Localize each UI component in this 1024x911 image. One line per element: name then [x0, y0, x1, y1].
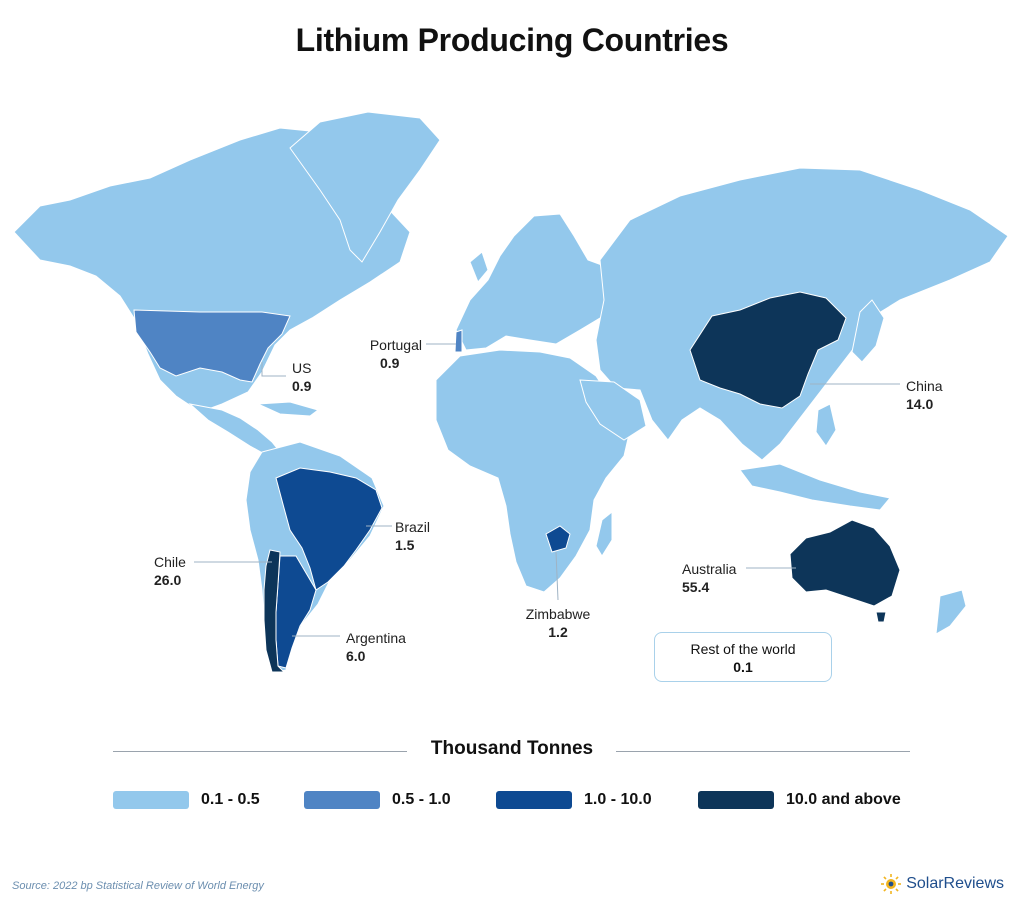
legend-item-1: 0.5 - 1.0 — [304, 790, 451, 810]
landmass-greenland — [289, 111, 441, 263]
country-shape-zimbabwe[interactable] — [545, 525, 571, 553]
label-us-value: 0.9 — [292, 378, 312, 394]
legend-swatch-3 — [698, 791, 774, 809]
landmass-central-america — [188, 403, 281, 457]
label-brazil-value: 1.5 — [395, 537, 415, 553]
label-brazil: Brazil 1.5 — [395, 518, 430, 554]
label-chile-value: 26.0 — [154, 572, 182, 588]
label-argentina-name: Argentina — [346, 630, 406, 646]
landmass-arabia — [579, 379, 647, 441]
legend-item-3: 10.0 and above — [698, 790, 901, 810]
producing-countries — [133, 291, 901, 673]
label-zimbabwe-value: 1.2 — [548, 624, 568, 640]
legend-heading: Thousand Tonnes — [430, 738, 594, 759]
country-shape-chile[interactable] — [263, 549, 286, 673]
label-chile: Chile 26.0 — [154, 553, 186, 589]
label-chile-name: Chile — [154, 554, 186, 570]
callout-line-zimbabwe — [555, 551, 559, 601]
map-title: Lithium Producing Countries — [295, 22, 729, 58]
landmass-africa — [435, 349, 631, 593]
landmass-new-zealand — [935, 589, 967, 635]
legend-swatch-1 — [304, 791, 380, 809]
label-china: China 14.0 — [906, 377, 943, 413]
country-shape-tasmania — [875, 611, 887, 623]
landmass-caribbean — [257, 401, 320, 417]
country-shape-brazil[interactable] — [275, 467, 383, 591]
label-australia-name: Australia — [682, 561, 737, 577]
label-portugal: Portugal 0.9 — [340, 336, 422, 372]
brand-name: SolarReviews — [906, 875, 1004, 892]
brand-logo[interactable]: SolarReviews — [880, 873, 1004, 895]
rest-of-world-box: Rest of the world 0.1 — [654, 632, 832, 682]
label-china-value: 14.0 — [906, 396, 934, 412]
legend-label-3: 10.0 and above — [786, 791, 901, 808]
callout-lines — [194, 343, 900, 637]
label-argentina-value: 6.0 — [346, 648, 366, 664]
label-australia-value: 55.4 — [682, 579, 710, 595]
label-zimbabwe: Zimbabwe 1.2 — [510, 605, 606, 641]
label-zimbabwe-name: Zimbabwe — [525, 606, 591, 622]
landmass-madagascar — [595, 510, 613, 557]
label-us-name: US — [292, 360, 312, 376]
label-portugal-name: Portugal — [369, 337, 422, 353]
source-note: Source: 2022 bp Statistical Review of Wo… — [12, 880, 264, 892]
country-shape-australia[interactable] — [789, 519, 901, 607]
landmass-british-isles — [469, 251, 489, 283]
landmass-philippines — [815, 403, 837, 447]
legend-label-2: 1.0 - 10.0 — [584, 791, 652, 808]
country-shape-china[interactable] — [689, 291, 847, 409]
country-shape-portugal[interactable] — [454, 329, 463, 353]
label-us: US 0.9 — [292, 359, 311, 395]
country-shape-us[interactable] — [133, 309, 291, 383]
legend-item-0: 0.1 - 0.5 — [113, 790, 260, 810]
label-australia: Australia 55.4 — [682, 560, 736, 596]
callout-line-us — [261, 362, 286, 377]
legend-label-1: 0.5 - 1.0 — [392, 791, 451, 808]
legend-divider-right — [616, 751, 910, 752]
legend-label-0: 0.1 - 0.5 — [201, 791, 260, 808]
landmass-southeast-asia — [739, 463, 891, 511]
sun-icon — [881, 874, 902, 894]
label-brazil-name: Brazil — [395, 519, 431, 535]
legend-divider-left — [113, 751, 407, 752]
label-portugal-value: 0.9 — [380, 355, 400, 371]
landmass-japan — [851, 299, 885, 363]
rest-of-world-value: 0.1 — [733, 659, 753, 675]
legend-swatch-2 — [496, 791, 572, 809]
legend-swatch-0 — [113, 791, 189, 809]
label-argentina: Argentina 6.0 — [346, 629, 406, 665]
rest-of-world-name: Rest of the world — [690, 641, 796, 657]
label-china-name: China — [906, 378, 943, 394]
legend-item-2: 1.0 - 10.0 — [496, 790, 652, 810]
